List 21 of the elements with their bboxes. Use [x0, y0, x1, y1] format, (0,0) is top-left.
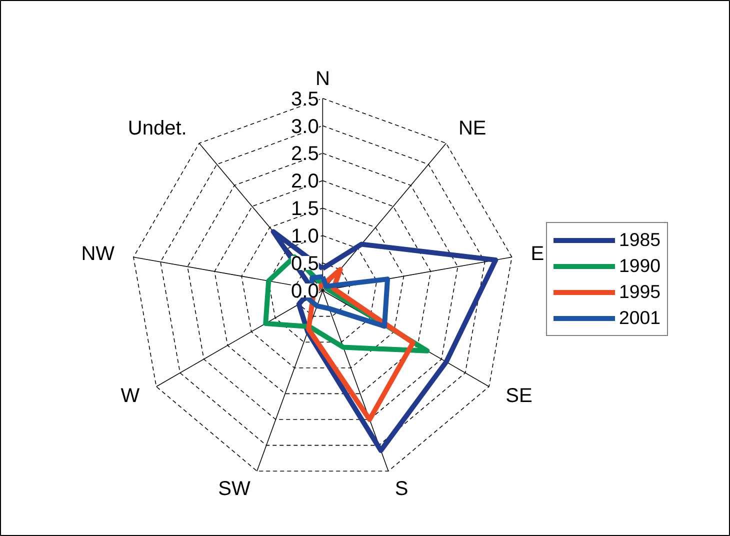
spoke-label: SE: [506, 385, 532, 408]
spoke-label: NW: [81, 242, 115, 265]
y-tick-label: 0.5: [291, 253, 319, 276]
y-tick-label: 2.5: [291, 143, 319, 166]
spoke-label: N: [315, 68, 330, 90]
spoke-label: E: [530, 242, 544, 265]
spoke-label: S: [394, 478, 408, 500]
y-tick-label: 1.5: [291, 198, 319, 220]
legend-label: 2001: [619, 307, 661, 329]
spoke-label: SW: [218, 478, 251, 500]
y-tick-label: 3.5: [291, 88, 319, 110]
y-tick-label: 1.0: [291, 226, 319, 248]
spoke-label: Undet.: [128, 118, 187, 140]
legend-label: 1990: [619, 255, 661, 277]
y-tick-label: 2.0: [291, 170, 319, 193]
spoke-label: W: [120, 385, 140, 408]
y-tick-label: 3.0: [291, 116, 319, 138]
legend-label: 1995: [619, 281, 661, 303]
y-tick-label: 0.0: [291, 280, 319, 303]
legend-label: 1985: [619, 229, 661, 251]
spoke-label: NE: [458, 118, 486, 140]
